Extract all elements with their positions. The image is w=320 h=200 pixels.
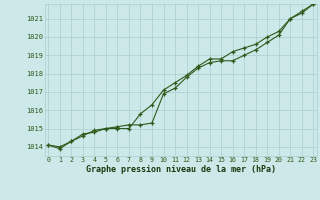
X-axis label: Graphe pression niveau de la mer (hPa): Graphe pression niveau de la mer (hPa) <box>86 165 276 174</box>
